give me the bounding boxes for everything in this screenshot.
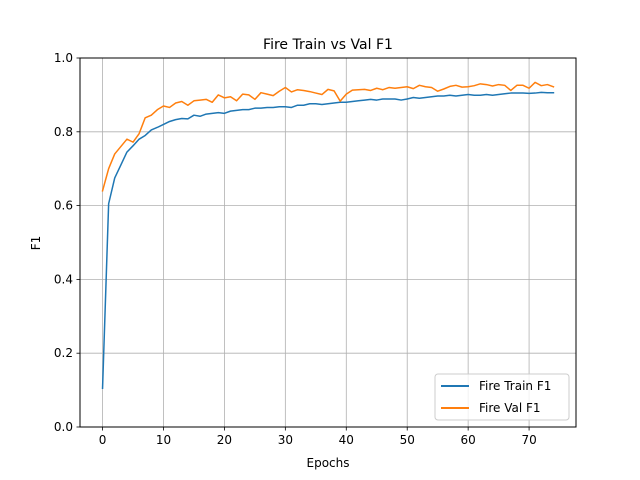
y-tick-label: 1.0 [54, 51, 73, 65]
y-tick-label: 0.2 [54, 346, 73, 360]
chart-title: Fire Train vs Val F1 [263, 37, 393, 53]
x-axis-label: Epochs [307, 456, 350, 470]
y-tick-label: 0.8 [54, 125, 73, 139]
x-tick-label: 0 [99, 433, 107, 447]
series-line-train [101, 91, 555, 390]
x-tick-label: 50 [400, 433, 415, 447]
x-tick-label: 60 [461, 433, 476, 447]
legend-label-val: Fire Val F1 [479, 401, 541, 415]
y-tick-label: 0.0 [54, 420, 73, 434]
y-axis-label: F1 [29, 236, 43, 251]
ticks: 0 10 20 30 40 50 60 70 0.0 0.2 0.4 0.6 0.8 1.0 [54, 51, 537, 447]
legend: Fire Train F1 Fire Val F1 [434, 373, 570, 421]
series-line-val [101, 81, 555, 192]
legend-label-train: Fire Train F1 [479, 379, 551, 393]
x-tick-label: 20 [217, 433, 232, 447]
x-tick-label: 40 [339, 433, 354, 447]
plot-frame [79, 57, 577, 428]
y-tick-label: 0.6 [54, 199, 73, 213]
x-tick-label: 10 [156, 433, 171, 447]
x-tick-label: 70 [521, 433, 536, 447]
series-layer [101, 81, 555, 390]
y-tick-label: 0.4 [54, 272, 73, 286]
x-tick-label: 30 [278, 433, 293, 447]
